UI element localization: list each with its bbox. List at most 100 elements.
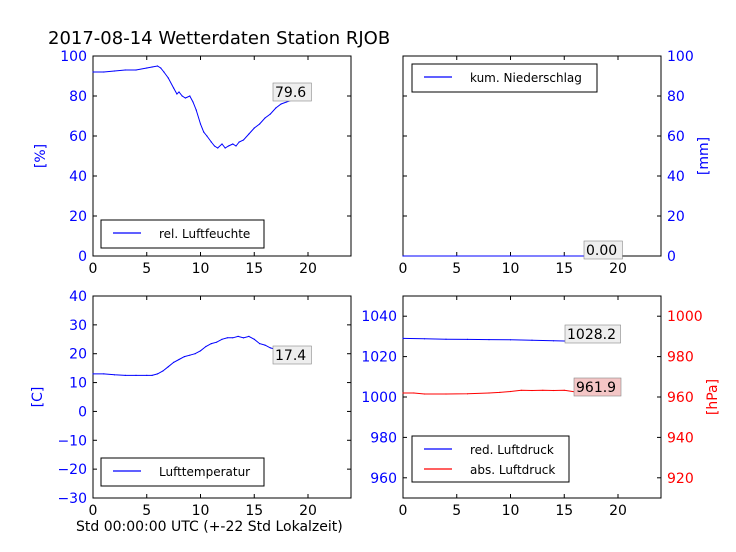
value-annotation: 0.00 [586,243,617,259]
humidity-line-point [213,145,216,147]
absolute-pressure-line-point [552,389,555,392]
value-annotation-box [272,345,312,365]
y-tick-label: 1040 [361,309,397,325]
y-tick-label-right: 960 [667,390,694,406]
humidity-line-point [242,139,245,141]
reduced-pressure-line-point [466,338,469,340]
y-axis-label: [%] [33,144,49,168]
temperature-line-point [146,374,148,376]
x-tick-label: 20 [299,261,317,277]
absolute-pressure-line-point [531,389,533,392]
temperature-line-point [205,345,207,348]
humidity-line-point [227,145,230,147]
humidity-line [93,65,309,149]
plot-frame [92,295,352,499]
temperature-line-point [103,373,105,375]
legend-label: red. Luftdruck [470,443,554,457]
humidity-line-point [217,147,219,149]
y-tick-label: 0 [78,249,87,265]
value-annotation: 79.6 [275,85,306,101]
humidity-line-point [178,91,180,93]
chart-panel-2: 0 5 10 15 20 0 20 40 60 80 100 [mm] 0.00 kum. Nieders… [399,49,712,277]
x-tick-label: 0 [89,503,98,519]
y-tick-label-right: 60 [667,129,685,145]
legend-label: rel. Luftfeuchte [159,227,250,241]
y-tick-label-right: 980 [667,350,694,366]
x-tick-label: 10 [502,503,520,519]
y-tick-label: −10 [57,433,87,449]
x-tick-label: 5 [452,503,461,519]
humidity-line-point [264,117,266,119]
chart-panel-4: 0 5 10 15 20 960 980 1000 1020 1040 920 940 960 980 10… [361,295,721,519]
y-tick-label-right: 1000 [667,309,703,325]
temperature-line-point [173,361,175,363]
legend-box [411,63,598,93]
legend-label: Lufttemperatur [159,465,250,479]
reduced-pressure-line-point [552,340,555,342]
humidity-line-point [160,67,162,69]
humidity-line-point [92,71,94,73]
humidity-line-point [253,127,255,129]
temperature-line-point [183,356,185,358]
temperature-line-point [194,353,196,355]
temperature-line-point [242,337,245,339]
y-tick-label: 960 [370,471,397,487]
plot-frame [92,55,352,257]
humidity-line-point [248,133,250,135]
x-tick-label: 0 [399,261,408,277]
y-tick-label: 980 [370,430,397,446]
reduced-pressure-line-point [402,337,404,339]
y-tick-label: 20 [69,209,87,225]
y-tick-label-right: 20 [667,209,685,225]
humidity-line-point [203,131,205,133]
y-tick-label-right: 40 [667,169,685,185]
humidity-line-point [285,101,288,103]
value-annotation: 1028.2 [567,327,616,343]
temperature-line-point [92,373,94,375]
reduced-pressure-line-point [445,338,447,340]
y-tick-label: 10 [69,376,87,392]
absolute-pressure-line-point [499,391,501,393]
absolute-pressure-line-point [413,392,415,394]
value-annotation: 961.9 [576,380,616,396]
x-tick-label: 20 [609,261,627,277]
y-tick-label: −30 [57,491,87,507]
humidity-line-point [275,107,277,109]
absolute-pressure-line-point [402,392,404,394]
temperature-line-point [253,338,255,340]
legend-label: kum. Niederschlag [470,71,582,85]
humidity-line-point [176,93,178,95]
temperature-line-point [269,347,271,349]
temperature-line-point [237,335,239,337]
y-tick-label: 80 [69,89,87,105]
absolute-pressure-line-point [466,393,469,395]
x-tick-label: 15 [245,261,263,277]
absolute-pressure-line-point [542,389,544,391]
humidity-line-point [181,95,183,97]
humidity-line-point [195,109,197,111]
y-tick-label: 40 [69,289,87,305]
y-axis-label: [hPa] [705,379,721,415]
humidity-line-point [189,95,191,97]
humidity-line-point [210,141,212,143]
temperature-line-point [226,337,228,339]
absolute-pressure-line-point [445,393,447,395]
legend-label: abs. Luftdruck [470,463,555,477]
y-tick-label: 40 [69,169,87,185]
y-tick-label-right: 80 [667,89,685,105]
x-tick-label: 15 [245,503,263,519]
humidity-line-point [269,113,271,115]
humidity-line-point [163,71,165,73]
temperature-line-point [199,350,202,352]
temperature-line-point [259,343,261,345]
humidity-line-point [124,69,126,71]
humidity-line-point [184,97,186,99]
value-annotation-box [272,82,312,102]
x-tick-label: 5 [452,261,461,277]
value-annotation: 17.4 [275,348,306,364]
temperature-line-point [232,337,234,339]
reduced-pressure-line-point [531,339,533,341]
humidity-line-point [146,67,148,69]
humidity-line-point [151,66,153,68]
